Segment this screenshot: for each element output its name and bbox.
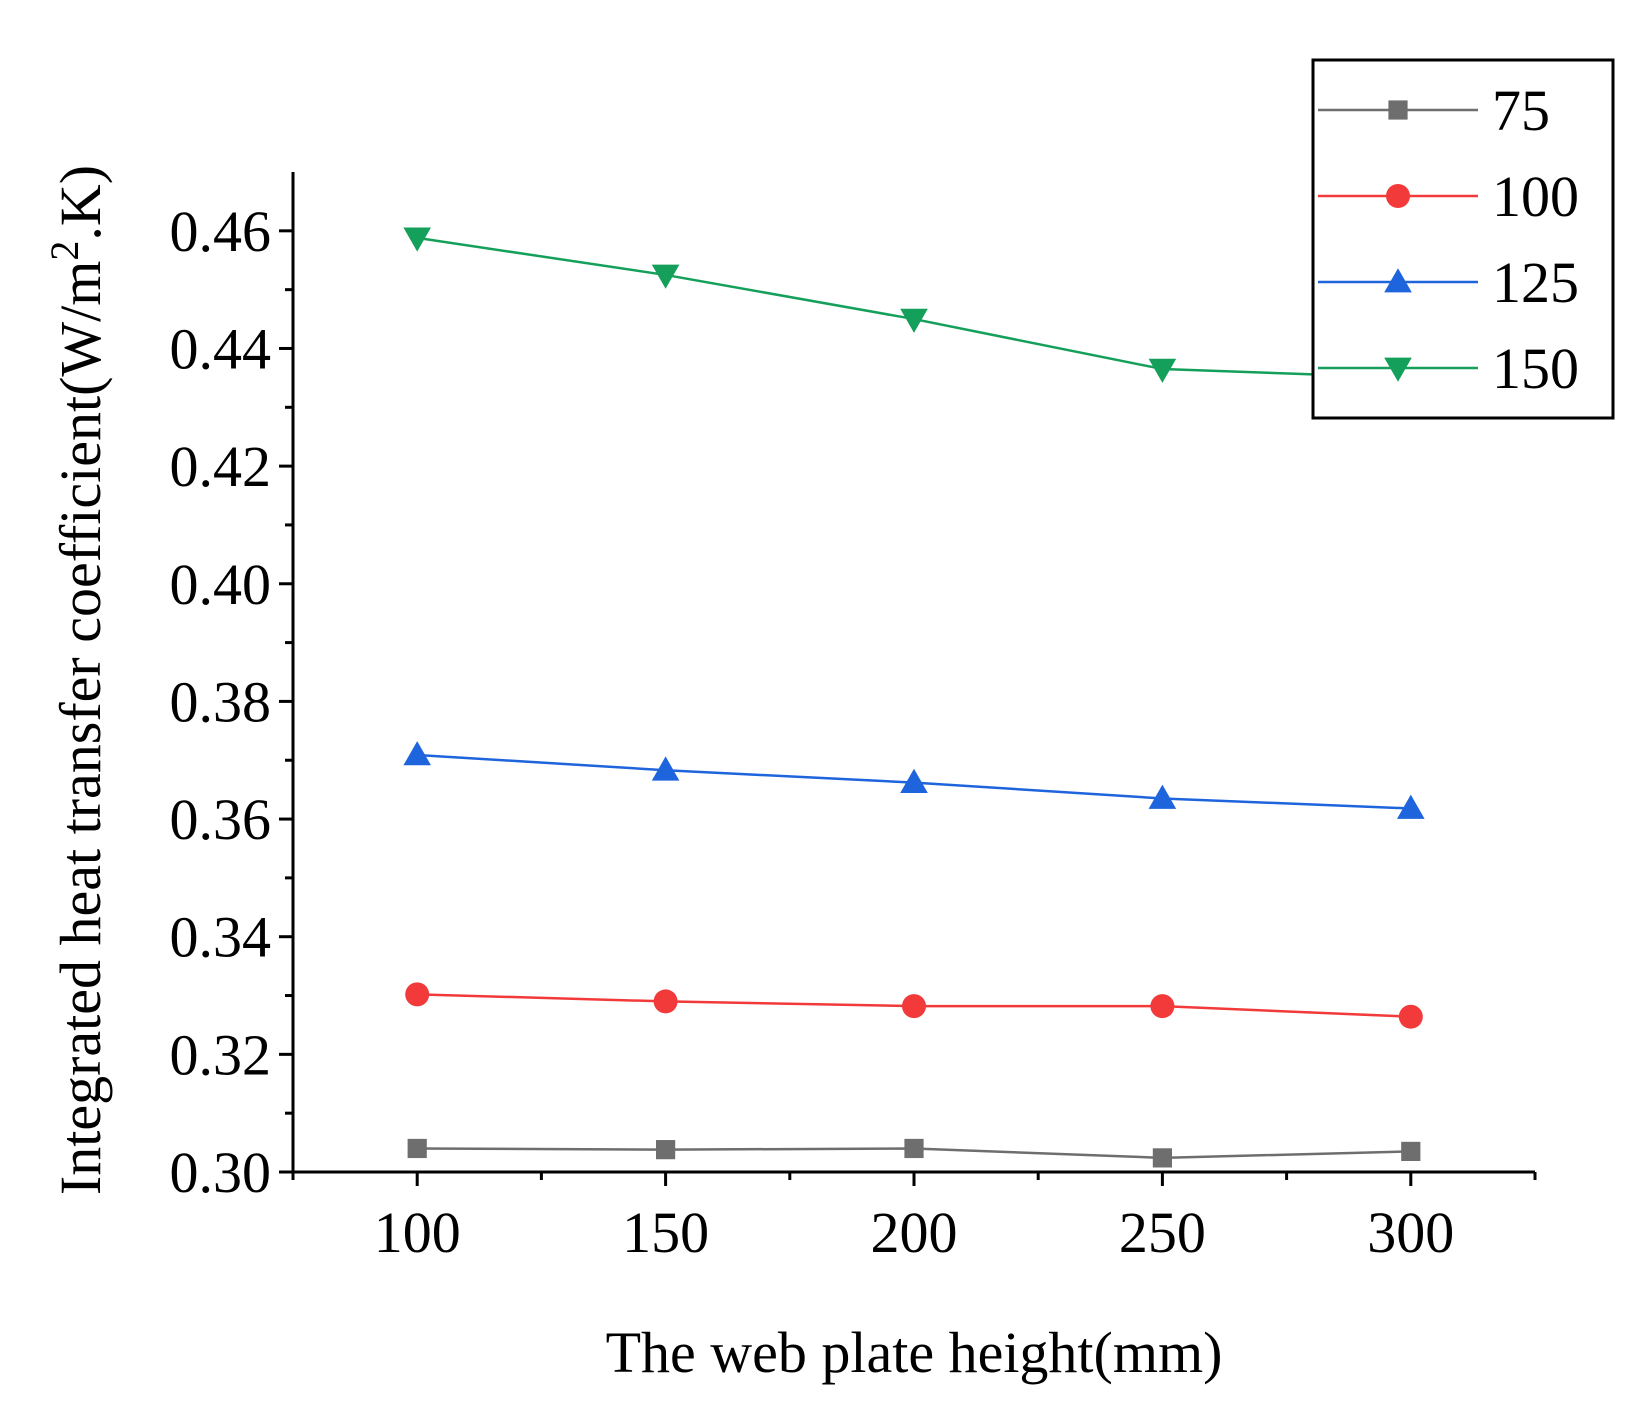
y-axis-title: Integrated heat transfer coefficient(W/m…	[42, 165, 113, 1195]
legend-item-125: 125	[1318, 250, 1579, 315]
series-layer	[403, 227, 1425, 1168]
data-point-100	[902, 994, 926, 1019]
y-ticks: 0.30 0.32 0.34 0.36 0.38 0.40 0.42 0.44 0.46	[170, 199, 293, 1205]
y-tick-label: 0.44	[170, 316, 272, 381]
plot-area: 0.30 0.32 0.34 0.36 0.38 0.40 0.42 0.44 0.46 100…	[170, 172, 1537, 1265]
legend-marker	[1386, 184, 1410, 208]
data-point-75	[1152, 1148, 1172, 1168]
data-point-150	[651, 264, 680, 289]
legend-items: 75 100 125 150	[1318, 78, 1579, 401]
data-point-100	[1150, 994, 1175, 1019]
legend-item-100: 100	[1318, 164, 1579, 229]
data-point-150	[1148, 358, 1177, 383]
legend-marker	[1384, 268, 1412, 293]
series-150	[403, 227, 1425, 392]
y-axis-title-main: Integrated heat transfer coefficient(W/m	[48, 261, 113, 1196]
data-point-100	[1398, 1004, 1423, 1029]
data-point-125	[651, 756, 680, 781]
x-tick-label: 100	[374, 1200, 461, 1265]
data-point-100	[653, 989, 678, 1014]
legend-box	[1311, 58, 1615, 420]
y-tick-label: 0.40	[170, 552, 272, 617]
x-tick-label: 150	[622, 1200, 709, 1265]
data-point-75	[407, 1138, 427, 1159]
x-ticks: 100 150 200 250 300	[291, 1172, 1537, 1265]
data-point-75	[904, 1138, 924, 1159]
y-tick-label: 0.46	[170, 199, 272, 264]
legend-marker	[1384, 357, 1412, 382]
data-point-125	[1148, 784, 1177, 809]
data-point-100	[405, 982, 430, 1007]
legend-label: 75	[1492, 78, 1550, 143]
x-axis-title: The web plate height(mm)	[606, 1320, 1223, 1385]
legend-label: 100	[1492, 164, 1579, 229]
series-line-150	[417, 236, 1411, 380]
y-axis-title-tail: .K)	[48, 165, 113, 241]
data-point-150	[900, 308, 928, 333]
data-point-125	[900, 768, 928, 793]
y-tick-label: 0.42	[170, 434, 272, 499]
legend-label: 150	[1492, 336, 1579, 401]
x-tick-label: 250	[1119, 1200, 1206, 1265]
legend-item-75: 75	[1318, 78, 1550, 143]
y-tick-label: 0.36	[170, 787, 272, 852]
x-tick-label: 200	[871, 1200, 958, 1265]
y-tick-label: 0.30	[170, 1140, 272, 1205]
series-75	[407, 1138, 1421, 1168]
y-tick-label: 0.34	[170, 905, 272, 970]
data-point-75	[656, 1140, 676, 1160]
legend-marker	[1388, 100, 1408, 120]
data-point-150	[403, 227, 431, 252]
legend-item-150: 150	[1318, 336, 1579, 401]
y-axis-title-superscript: 2	[42, 241, 87, 261]
data-point-125	[403, 741, 431, 766]
series-100	[405, 982, 1423, 1029]
data-point-125	[1397, 794, 1425, 819]
legend-label: 125	[1492, 250, 1579, 315]
y-tick-label: 0.32	[170, 1022, 272, 1087]
legend: 75 100 125 150	[1311, 58, 1615, 420]
data-point-75	[1401, 1141, 1421, 1162]
y-tick-label: 0.38	[170, 669, 272, 734]
series-125	[403, 741, 1425, 819]
x-tick-label: 300	[1367, 1200, 1454, 1265]
